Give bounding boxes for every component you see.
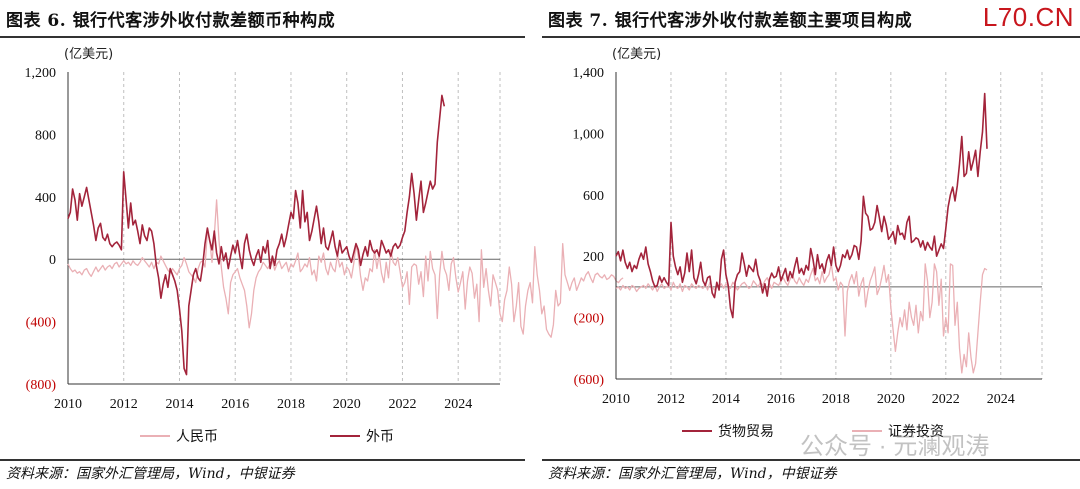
- x-tick-label: 2018: [277, 397, 305, 412]
- series-line-primary: [67, 94, 446, 376]
- unit-label: (亿美元): [64, 47, 113, 62]
- line-chart-items: (亿美元) 2010 2012 2014 2016 2018 2020 2022 2024 (60…: [573, 47, 1043, 440]
- x-tick-label: 2018: [822, 392, 850, 407]
- top-rule: [542, 36, 1080, 38]
- y-tick-label: (600): [574, 373, 605, 388]
- x-tick-label: 2024: [444, 397, 472, 412]
- top-rule: [0, 36, 525, 38]
- x-tick-label: 2014: [165, 397, 193, 412]
- y-tick-label: 600: [583, 189, 604, 204]
- y-tick-label: 0: [49, 253, 56, 268]
- chart-title: 图表 7. 银行代客涉外收付款差额主要项目构成: [548, 11, 913, 31]
- y-tick-label: 1,400: [573, 66, 605, 81]
- x-tick-label: 2010: [602, 392, 630, 407]
- x-tick-label: 2012: [110, 397, 138, 412]
- x-tick-label: 2016: [767, 392, 795, 407]
- y-tick-label: 1,000: [573, 127, 605, 142]
- y-tick-label: 800: [35, 128, 56, 143]
- chart-panel-currency: 图表 6. 银行代客涉外收付款差额币种构成 (亿美元) 2010 2012 2014 2…: [0, 0, 624, 489]
- wechat-watermark: 公众号 · 元澜观涛: [800, 433, 990, 460]
- x-tick-label: 2016: [221, 397, 249, 412]
- legend-label: 外币: [366, 429, 394, 445]
- x-tick-label: 2022: [388, 397, 416, 412]
- source-note: 资料来源：国家外汇管理局，Wind，中银证券: [6, 466, 295, 482]
- x-tick-label: 2022: [932, 392, 960, 407]
- y-tick-label: (200): [574, 312, 605, 327]
- series-line-primary: [615, 92, 988, 319]
- x-tick-label: 2024: [987, 392, 1015, 407]
- site-logo-watermark: L70.CN: [982, 2, 1074, 32]
- chart-title: 图表 6. 银行代客涉外收付款差额币种构成: [6, 11, 336, 31]
- y-tick-label: (800): [26, 378, 57, 393]
- y-tick-label: 1,200: [25, 66, 57, 81]
- line-chart-currency: (亿美元) 2010 2012 2014 2016 2018 2020 2022 2024 (80…: [25, 47, 624, 445]
- legend-label: 人民币: [176, 429, 218, 445]
- legend-label: 货物贸易: [718, 423, 774, 440]
- chart-panel-items: 图表 7. 银行代客涉外收付款差额主要项目构成 (亿美元) 2010 2012 201…: [542, 0, 1080, 489]
- y-tick-label: 200: [583, 250, 604, 265]
- series-line-secondary: [615, 263, 988, 374]
- x-tick-label: 2012: [657, 392, 685, 407]
- x-tick-label: 2020: [877, 392, 905, 407]
- x-tick-label: 2020: [333, 397, 361, 412]
- y-tick-label: (400): [26, 316, 57, 331]
- source-note: 资料来源：国家外汇管理局，Wind，中银证券: [548, 466, 837, 482]
- unit-label: (亿美元): [612, 47, 661, 62]
- series-line-secondary: [67, 199, 624, 338]
- x-tick-label: 2010: [54, 397, 82, 412]
- x-tick-label: 2014: [712, 392, 740, 407]
- legend-label: 证券投资: [888, 424, 944, 440]
- bottom-rule: [0, 459, 525, 461]
- bottom-rule: [542, 459, 1080, 461]
- y-tick-label: 400: [35, 191, 56, 206]
